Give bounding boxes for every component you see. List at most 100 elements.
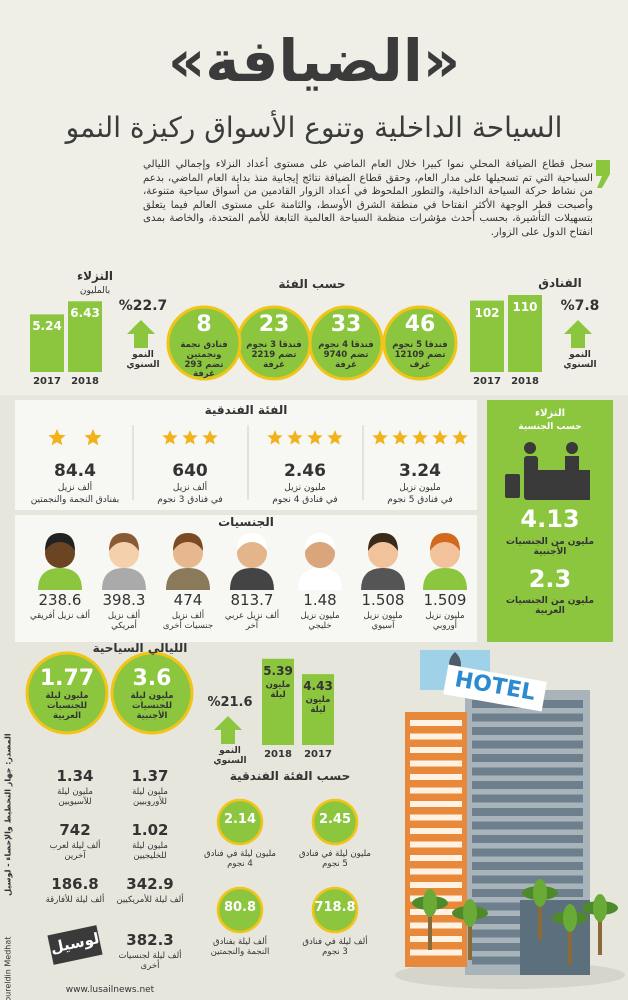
window-row [472,808,583,816]
star [327,430,343,445]
window-row [472,862,583,870]
nights-nat-label: ألف ليلة للأمريكيين [116,895,184,905]
window-row [472,821,583,830]
class-circle-label: مليون ليلة في فنادق 5 نجوم [299,849,371,869]
wing-window [410,868,462,875]
nights-nat-value: 1.34 [56,767,94,785]
intro: سجل قطاع الضيافة المحلي نموا كبيرا خلال … [143,159,593,238]
bar-value: 102 [474,305,500,320]
nights-nat-label: مليون ليلة للخليجيين [132,841,168,861]
face-hair [305,533,335,551]
window-row [472,740,583,749]
category-value: 23 [258,312,290,337]
wing-window [410,949,462,956]
class-value: 3.24 [399,461,441,481]
wing-window [410,774,462,780]
face-shirt [166,568,210,590]
palm-trunk [428,905,432,950]
website: www.lusailnews.net [65,985,155,995]
panel-subtitle: حسب الجنسية [518,422,582,432]
class-panel [15,400,477,510]
class-label: في فنادق 3 نجوم [157,495,223,505]
palm-trunk [468,915,472,960]
source: المصدر: جهاز التخطيط والإحصاء - لوسيل [3,733,13,896]
nationality-label: ألف نزيل جنسيات أخرى [162,611,214,631]
nationality-value: 474 [173,591,203,609]
nights-nat-value: 382.3 [126,931,174,949]
nationality-side-panel [487,400,613,642]
face-shirt [38,568,82,590]
bar-year: 2018 [511,376,539,387]
bar-year: 2017 [473,376,501,387]
category-circle [382,305,458,381]
face-head [368,538,398,568]
face-shirt [423,568,467,590]
panel-value: 4.13 [520,505,580,533]
bar [470,300,504,372]
palm-leaves [593,894,607,922]
window-row [472,767,583,776]
growth-label: النمو السنوي [126,350,160,371]
title: «الضيافة» [167,27,461,95]
window-row [472,835,583,843]
logo-box [47,925,103,965]
class-label: بفنادق النجمة والنجمتين [30,495,120,505]
nights-nat-label: مليون ليلة للآسيويين [57,787,93,807]
star [412,430,428,445]
section-title: النزلاء [76,269,114,283]
nationality-label: مليون نزيل آسيوي [363,611,403,631]
nationality-value: 813.7 [230,591,274,609]
nationality-label: ألف نزيل أفريقي [30,611,90,621]
class-unit: ألف نزيل [172,483,208,493]
bar [508,295,542,372]
face-hair [237,533,267,551]
class-circle-value: 2.45 [318,812,352,827]
panel-label: مليون من الجنسيات الأجنبية [505,537,595,558]
category-label: فنادق نجمة ونجمتين تضم 293 غرفة [180,340,228,380]
window-row [472,727,583,735]
face-head [430,538,460,568]
growth: %22.7 [118,298,168,314]
palm-leaves [423,889,437,917]
nationality-label: ألف نزيل أمريكي [107,611,141,631]
bar-year: 2018 [264,749,292,760]
wing-window [410,720,462,726]
nights-value: 3.6 [132,666,172,691]
palm-leaves [463,899,477,927]
star [84,429,102,446]
window-row [472,875,583,884]
category-label: فندقا 5 نجوم تضم 12109 غرف [392,340,448,370]
window-row [472,848,583,857]
credit: By: Noureldin Medhat [3,936,13,1000]
nationality-label: مليون نزيل خليجي [300,611,340,631]
bar [68,301,102,372]
star [182,430,198,445]
bar [302,674,334,745]
face-shirt [230,568,274,590]
wing-window [410,733,462,740]
icon-clerk [566,442,578,454]
nights-nat-value: 186.8 [51,875,99,893]
subtitle: السياحة الداخلية وتنوع الأسواق ركيزة الن… [65,111,563,144]
category-label: فندقا 4 نجوم تضم 9740 غرفة [318,340,374,370]
bar-value: 5.39 [263,663,293,678]
wing-window [410,747,462,753]
window-row [472,713,583,722]
class-unit: مليون نزيل [399,483,441,493]
class-circle-label: ألف ليلة في فنادق 3 نجوم [302,937,368,957]
class-circle-value: 718.8 [314,900,356,915]
section-title: حسب الفئة [278,277,346,291]
icon-luggage [505,474,520,498]
growth-arrow [127,320,155,348]
wing-window [410,841,462,848]
nationality-value: 1.48 [303,591,337,609]
nights-nat-label: ألف ليلة لجنسيات أخرى [118,951,182,971]
bar-unit: مليون ليلة [305,695,331,715]
class-circle-value: 80.8 [223,900,257,915]
nationality-value: 1.509 [423,591,467,609]
face-shirt [102,568,146,590]
star [267,430,283,445]
class-circle-label: ألف ليلة بفنادق النجمة والنجمتين [210,937,270,957]
palm-trunk [568,920,572,965]
